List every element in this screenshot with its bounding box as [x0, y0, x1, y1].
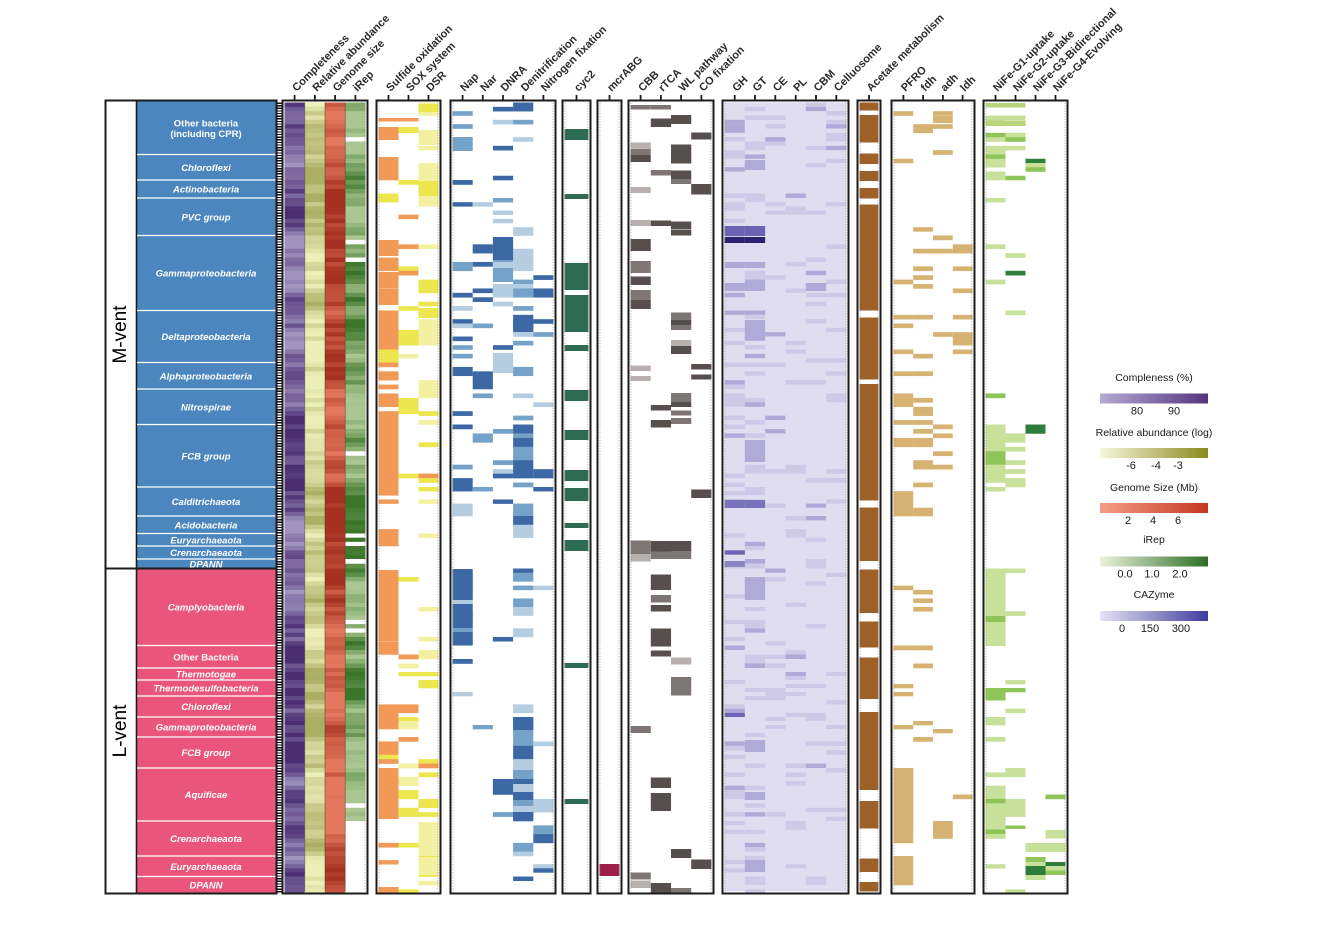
- svg-text:Euryarchaeaota: Euryarchaeaota: [170, 862, 241, 873]
- svg-text:Deltaproteobacteria: Deltaproteobacteria: [161, 332, 250, 343]
- svg-text:-3: -3: [1173, 460, 1183, 472]
- svg-text:Gammaproteobacteria: Gammaproteobacteria: [156, 723, 257, 734]
- svg-text:Calditrichaeota: Calditrichaeota: [172, 497, 241, 508]
- svg-text:Relative abundance (log): Relative abundance (log): [1096, 427, 1213, 439]
- svg-text:-4: -4: [1151, 460, 1161, 472]
- svg-text:Alphaproteobacteria: Alphaproteobacteria: [159, 371, 252, 382]
- svg-text:Acidobacteria: Acidobacteria: [174, 520, 238, 531]
- svg-text:90: 90: [1168, 406, 1180, 418]
- svg-text:-6: -6: [1126, 460, 1136, 472]
- svg-text:Genome Size (Mb): Genome Size (Mb): [1110, 482, 1198, 494]
- svg-text:DPANN: DPANN: [189, 559, 223, 570]
- svg-text:Compleness (%): Compleness (%): [1115, 372, 1193, 384]
- svg-text:Crenarchaeaota: Crenarchaeaota: [170, 834, 242, 845]
- svg-text:Chloroflexi: Chloroflexi: [181, 163, 231, 174]
- svg-text:Other bacteria: Other bacteria: [174, 119, 239, 130]
- svg-text:2: 2: [1125, 515, 1131, 527]
- svg-text:Chloroflexi: Chloroflexi: [181, 702, 231, 713]
- svg-text:Gammaproteobacteria: Gammaproteobacteria: [156, 269, 257, 280]
- svg-text:0.0: 0.0: [1117, 569, 1132, 581]
- svg-text:1.0: 1.0: [1144, 569, 1159, 581]
- svg-text:Thermodesulfobacteria: Thermodesulfobacteria: [153, 684, 258, 695]
- svg-text:Aquificae: Aquificae: [184, 790, 228, 801]
- svg-text:2.0: 2.0: [1172, 569, 1187, 581]
- svg-text:150: 150: [1141, 623, 1159, 635]
- svg-text:L-vent: L-vent: [110, 704, 131, 758]
- svg-text:CAZyme: CAZyme: [1134, 589, 1175, 601]
- svg-text:Other Bacteria: Other Bacteria: [173, 652, 239, 663]
- svg-text:Camplyobacteria: Camplyobacteria: [168, 603, 245, 614]
- svg-text:0: 0: [1119, 623, 1125, 635]
- svg-text:PVC group: PVC group: [181, 212, 230, 223]
- svg-text:Euryarchaeaota: Euryarchaeaota: [170, 535, 241, 546]
- svg-text:6: 6: [1175, 515, 1181, 527]
- svg-text:FCB group: FCB group: [181, 748, 230, 759]
- svg-text:iRep: iRep: [1143, 534, 1165, 546]
- svg-text:80: 80: [1131, 406, 1143, 418]
- svg-text:M-vent: M-vent: [110, 305, 131, 364]
- svg-text:(including CPR): (including CPR): [170, 129, 241, 140]
- svg-text:4: 4: [1150, 515, 1156, 527]
- svg-text:Thermotogae: Thermotogae: [176, 670, 237, 681]
- svg-text:300: 300: [1172, 623, 1190, 635]
- svg-text:Actinobacteria: Actinobacteria: [172, 185, 239, 196]
- svg-text:DPANN: DPANN: [189, 881, 223, 892]
- svg-text:Nitrospirae: Nitrospirae: [181, 402, 232, 413]
- svg-text:Crenarchaeaota: Crenarchaeaota: [170, 548, 242, 559]
- svg-text:FCB group: FCB group: [181, 451, 230, 462]
